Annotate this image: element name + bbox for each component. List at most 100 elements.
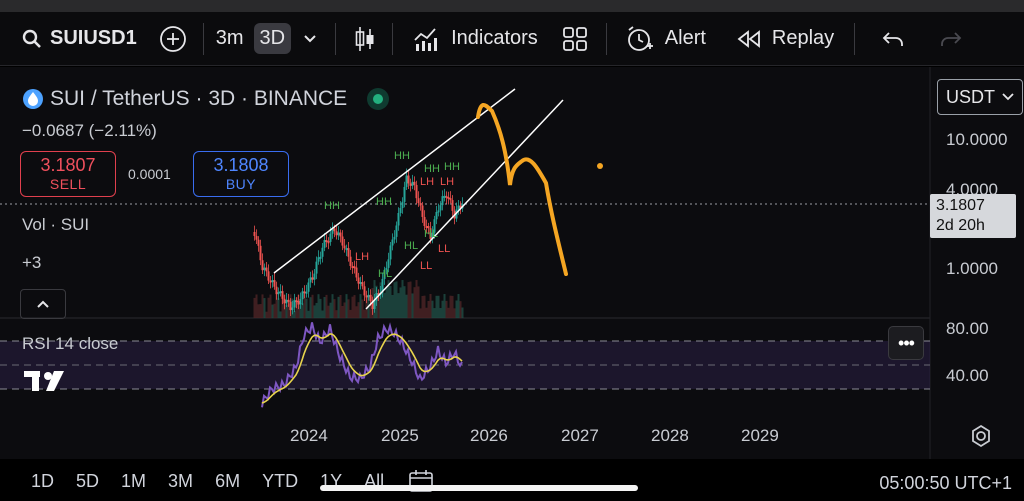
volume-bar	[275, 294, 278, 318]
volume-bar	[267, 297, 270, 318]
candle-body	[415, 184, 418, 199]
candle-body	[441, 196, 444, 206]
volume-bar	[363, 309, 366, 318]
interval-3d-button[interactable]: 3D	[253, 12, 292, 65]
volume-bar	[299, 305, 302, 318]
sell-price: 3.1807	[40, 155, 96, 175]
currency-select[interactable]: USDT	[937, 79, 1023, 115]
marker-ll: LL	[438, 243, 450, 255]
alert-button[interactable]: Alert	[625, 12, 706, 65]
candle-body	[331, 228, 334, 234]
range-3m-button[interactable]: 3M	[168, 470, 194, 491]
volume-bar	[431, 300, 434, 318]
volume-bar	[359, 294, 362, 318]
range-5d-button[interactable]: 5D	[76, 470, 100, 491]
buy-button[interactable]: 3.1808 BUY	[193, 151, 289, 197]
volume-bar	[257, 304, 260, 318]
symbol-legend[interactable]: SUI / TetherUS · 3D · BINANCE	[22, 87, 390, 111]
range-ytd-button[interactable]: YTD	[262, 470, 299, 491]
volume-bar	[429, 294, 432, 318]
volume-bar	[461, 307, 464, 318]
candle-body	[389, 245, 392, 260]
candle-body	[257, 239, 260, 246]
chart-settings-button[interactable]	[968, 423, 994, 449]
volume-bar	[357, 302, 360, 318]
symbol-search-button[interactable]: SUIUSD1	[22, 12, 137, 65]
interval-3m-button[interactable]: 3m	[216, 12, 244, 65]
redo-button[interactable]	[939, 12, 963, 65]
candle-body	[439, 205, 442, 211]
candle-body	[293, 300, 296, 308]
goto-date-button[interactable]	[408, 469, 434, 493]
candle-body	[277, 292, 280, 295]
candle-body	[263, 267, 266, 271]
utc-clock[interactable]: 05:00:50 UTC+1	[879, 473, 1012, 493]
volume-bar	[401, 280, 404, 318]
candle-body	[423, 216, 426, 226]
candle-body	[297, 301, 300, 305]
candle-body	[429, 228, 432, 239]
volume-bar	[403, 286, 406, 318]
candle-body	[357, 277, 360, 284]
candle-body	[311, 277, 314, 280]
volume-bar	[425, 307, 428, 318]
volume-bar	[347, 299, 350, 318]
volume-bar	[321, 310, 324, 318]
price-scale-label: 1.0000	[946, 259, 998, 278]
candle-body	[363, 286, 366, 296]
more-indicators-count[interactable]: +3	[22, 253, 42, 272]
alert-label: Alert	[664, 27, 706, 49]
chart-area[interactable]: HH HH HH HH HH LH LH LH HL LL LL HL HL S…	[0, 67, 1024, 459]
candle-body	[459, 205, 462, 209]
interval-dropdown-button[interactable]	[303, 12, 317, 65]
candle-body	[447, 196, 450, 199]
rsi-scale-label: 80.00	[946, 319, 989, 338]
chart-toolbar: SUIUSD1 3m 3D Indicators Alert Replay	[0, 12, 1024, 66]
undo-button[interactable]	[881, 12, 905, 65]
volume-legend[interactable]: Vol · SUI	[22, 215, 90, 234]
time-axis-label: 2025	[381, 426, 419, 445]
replay-button[interactable]: Replay	[736, 12, 834, 65]
candle-body	[433, 219, 436, 233]
channel-lower-trendline	[365, 99, 564, 310]
volume-bar	[407, 282, 410, 318]
marker-lh: LH	[420, 176, 434, 188]
volume-bar	[455, 300, 458, 318]
marker-hl: HL	[404, 240, 418, 252]
rsi-band	[0, 341, 930, 389]
volume-bar	[381, 281, 384, 318]
candle-body	[383, 269, 386, 279]
chart-canvas[interactable]: HH HH HH HH HH LH LH LH HL LL LL HL HL	[0, 67, 1024, 459]
marker-hh: HH	[394, 150, 410, 162]
range-1d-button[interactable]: 1D	[31, 470, 55, 491]
candle-body	[449, 198, 452, 201]
volume-bar	[285, 304, 288, 318]
volume-bar	[437, 295, 440, 318]
collapse-legend-button[interactable]	[20, 289, 66, 319]
chart-type-button[interactable]	[354, 12, 376, 65]
volume-bar	[327, 305, 330, 318]
rsi-legend[interactable]: RSI 14 close	[22, 334, 119, 353]
toolbar-divider	[854, 22, 856, 55]
range-1m-button[interactable]: 1M	[121, 470, 147, 491]
candle-body	[303, 291, 306, 294]
volume-bar	[261, 294, 264, 318]
currency-label: USDT	[946, 86, 995, 107]
toolbar-divider	[335, 22, 337, 55]
more-options-button[interactable]: •••	[888, 326, 924, 360]
candle-body	[305, 291, 308, 294]
indicators-button[interactable]: Indicators	[413, 12, 538, 65]
volume-bar	[387, 280, 390, 318]
range-6m-button[interactable]: 6M	[215, 470, 241, 491]
compare-symbol-button[interactable]	[159, 12, 187, 65]
volume-bar	[349, 309, 352, 318]
volume-bar	[305, 298, 308, 318]
sell-button[interactable]: 3.1807 SELL	[20, 151, 116, 197]
volume-bar	[253, 297, 256, 318]
candle-body	[391, 239, 394, 246]
volume-bar	[365, 296, 368, 318]
volume-bar	[391, 294, 394, 318]
candle-body	[385, 267, 388, 270]
rewind-icon	[737, 29, 760, 48]
layouts-button[interactable]	[562, 12, 588, 65]
